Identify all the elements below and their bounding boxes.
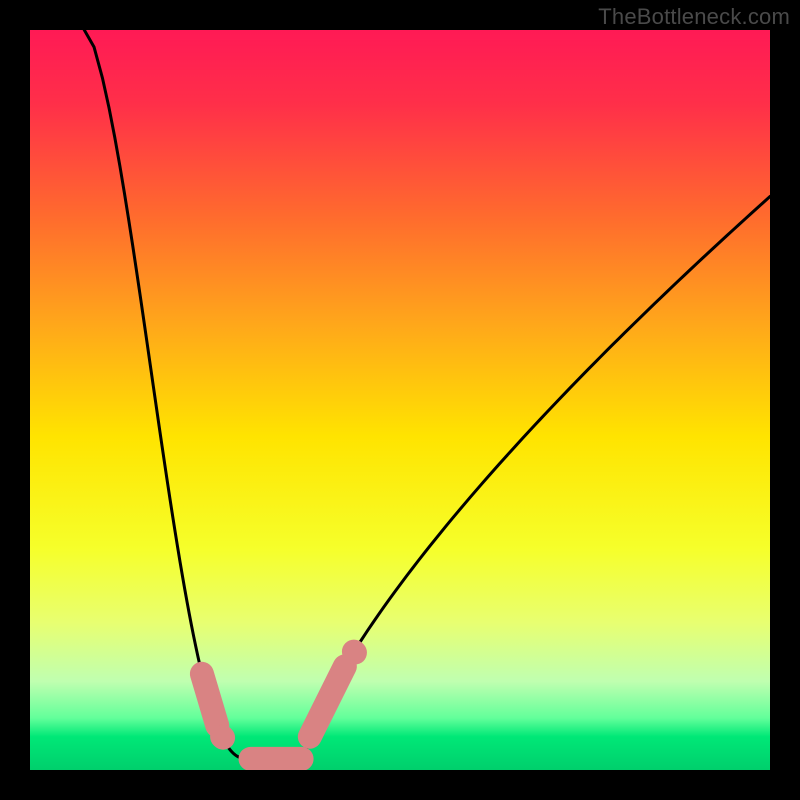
plot-gradient-background [30,30,770,770]
data-point-lump [202,674,217,726]
chart-root: TheBottleneck.com [0,0,800,800]
data-point-lump [222,737,223,738]
data-point-lump [354,652,355,653]
chart-svg [0,0,800,800]
watermark-text: TheBottleneck.com [598,4,790,30]
